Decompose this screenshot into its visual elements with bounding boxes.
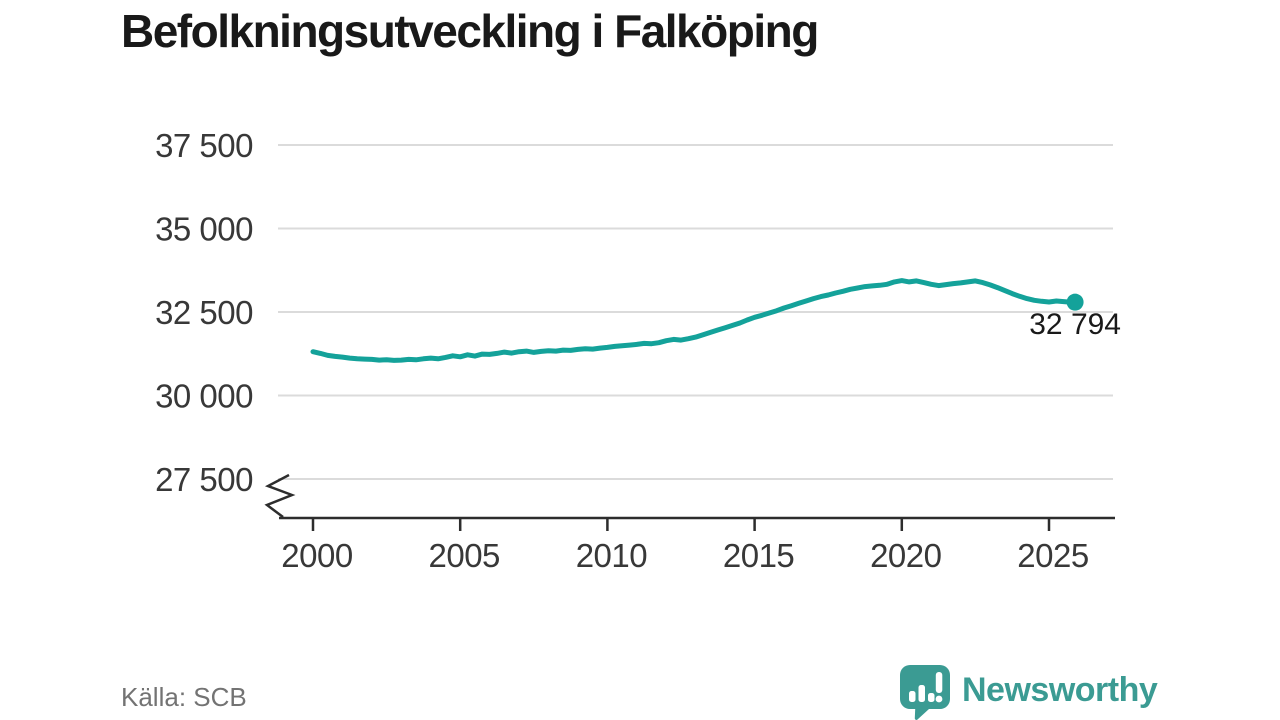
x-tick-label: 2010 bbox=[576, 537, 648, 574]
latest-value-dot bbox=[1066, 293, 1084, 311]
chart-title: Befolkningsutveckling i Falköping bbox=[121, 5, 819, 57]
gridlines bbox=[278, 144, 1113, 480]
newsworthy-wordmark: Newsworthy bbox=[962, 671, 1158, 709]
population-line-series bbox=[310, 278, 1074, 363]
x-axis-labels: 2000 2005 2010 2015 2020 2025 bbox=[281, 537, 1089, 574]
x-tick-label: 2000 bbox=[281, 537, 353, 574]
source-label: Källa: SCB bbox=[121, 682, 247, 712]
x-tick-label: 2020 bbox=[870, 537, 942, 574]
y-tick-label: 32 500 bbox=[155, 294, 253, 331]
latest-value-label: 32 794 bbox=[1029, 308, 1121, 341]
newsworthy-bubble-chart-icon bbox=[900, 665, 950, 720]
population-line bbox=[310, 278, 1074, 363]
y-tick-label: 35 000 bbox=[155, 211, 253, 248]
axis-break-zigzag bbox=[264, 473, 296, 518]
x-tick-label: 2015 bbox=[723, 537, 794, 574]
x-axis bbox=[279, 516, 1115, 531]
y-axis-labels: 37 500 35 000 32 500 30 000 27 500 bbox=[155, 127, 254, 498]
y-tick-label: 27 500 bbox=[155, 461, 253, 498]
x-tick-label: 2025 bbox=[1017, 537, 1088, 574]
y-tick-label: 37 500 bbox=[155, 127, 253, 164]
x-tick-label: 2005 bbox=[428, 537, 499, 574]
latest-value-marker: 32 794 bbox=[1029, 293, 1121, 341]
y-tick-label: 30 000 bbox=[155, 378, 253, 415]
newsworthy-logo[interactable]: Newsworthy bbox=[898, 664, 1158, 720]
